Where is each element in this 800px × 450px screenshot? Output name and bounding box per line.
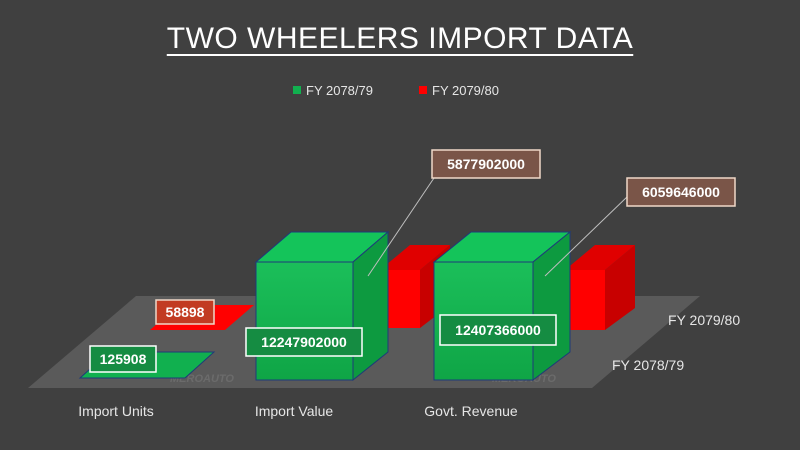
data-label-series-1-import-units: 58898 bbox=[155, 299, 215, 325]
category-label-govt-revenue: Govt. Revenue bbox=[424, 403, 518, 419]
svg-text:125908: 125908 bbox=[100, 351, 147, 367]
leader-line-govt-revenue bbox=[544, 195, 629, 277]
svg-text:12407366000: 12407366000 bbox=[455, 322, 541, 338]
category-label-import-value: Import Value bbox=[255, 403, 334, 419]
svg-text:6059646000: 6059646000 bbox=[642, 184, 720, 200]
legend: FY 2078/79 FY 2079/80 bbox=[293, 83, 499, 98]
bar-series-0-govt-revenue bbox=[432, 230, 572, 382]
data-label-series-1-import-value: 5877902000 bbox=[431, 149, 541, 179]
category-label-import-units: Import Units bbox=[78, 403, 153, 419]
legend-label-series-0: FY 2078/79 bbox=[306, 83, 373, 98]
depth-axis-label-fy-2078-79: FY 2078/79 bbox=[612, 357, 684, 373]
svg-text:5877902000: 5877902000 bbox=[447, 156, 525, 172]
data-label-series-1-govt-revenue: 6059646000 bbox=[626, 177, 736, 207]
legend-label-series-1: FY 2079/80 bbox=[432, 83, 499, 98]
legend-swatch-series-1 bbox=[419, 86, 427, 94]
legend-swatch-series-0 bbox=[293, 86, 301, 94]
chart-title: TWO WHEELERS IMPORT DATA bbox=[167, 22, 633, 55]
bar-series-1-govt-revenue bbox=[565, 245, 635, 330]
data-label-series-0-import-units: 125908 bbox=[89, 345, 157, 373]
leader-line-import-value bbox=[367, 177, 435, 277]
data-label-series-0-import-value: 12247902000 bbox=[245, 327, 363, 357]
svg-text:58898: 58898 bbox=[166, 304, 205, 320]
bar-series-0-import-value bbox=[254, 230, 390, 382]
depth-axis-label-fy-2079-80: FY 2079/80 bbox=[668, 312, 740, 328]
svg-text:12247902000: 12247902000 bbox=[261, 334, 347, 350]
data-label-series-0-govt-revenue: 12407366000 bbox=[439, 314, 557, 346]
